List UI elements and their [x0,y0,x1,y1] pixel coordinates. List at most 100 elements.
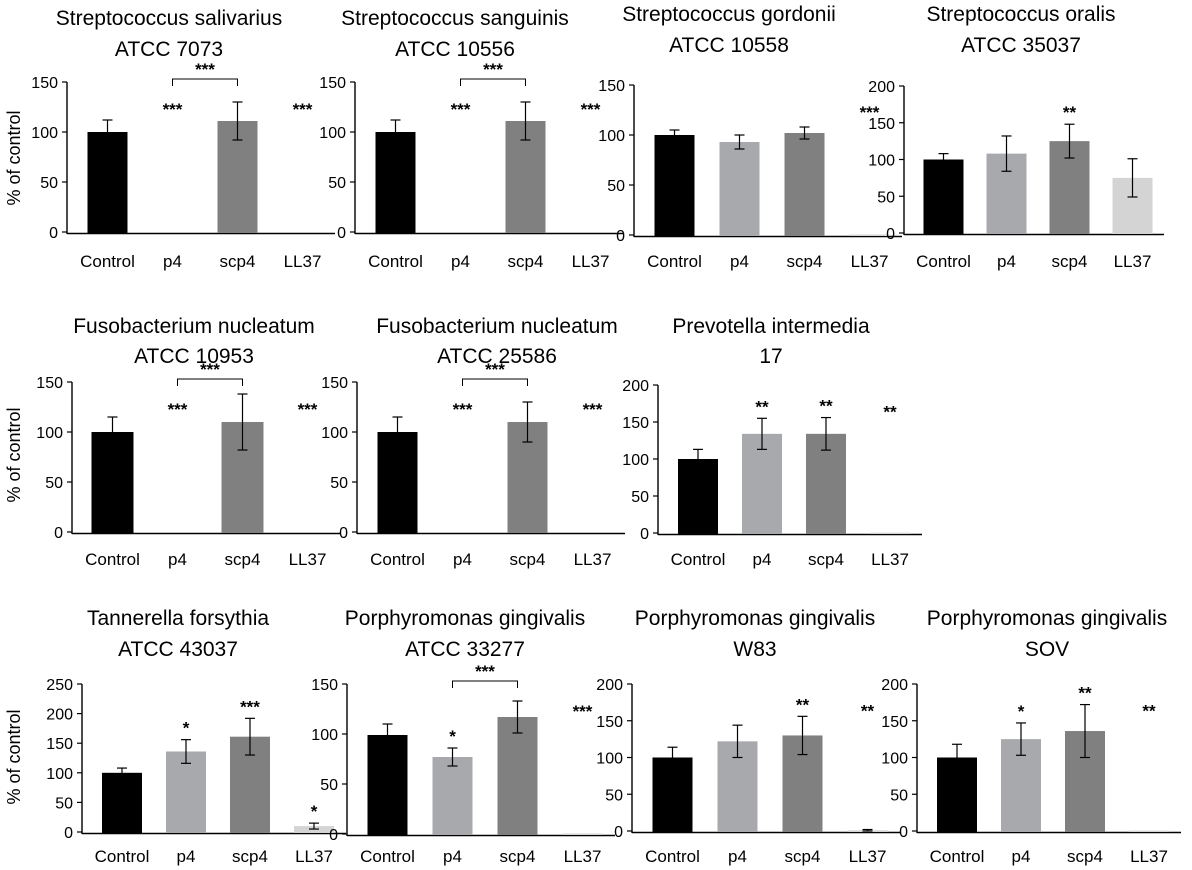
x-tick-label: scp4 [785,847,821,866]
bar-p4 [166,751,206,833]
chart-panel: Porphyromonas gingivalis ATCC 33277 0 50 100… [311,607,615,866]
y-tick-label: 0 [899,824,908,841]
y-tick-label: 200 [881,677,908,694]
significance-label: ** [819,397,833,416]
y-tick-label: 250 [46,677,73,694]
significance-label: * [311,802,318,821]
y-tick-label: 150 [311,677,338,694]
y-tick-label: 0 [329,827,338,844]
y-tick-label: 150 [319,75,346,92]
x-tick-label: LL37 [289,550,327,569]
x-tick-label: LL37 [284,252,322,271]
significance-bracket [460,78,526,86]
bar-control [102,772,142,833]
x-tick-label: Control [671,550,726,569]
significance-label: *** [293,100,313,119]
significance-label: *** [860,103,880,122]
significance-label: ** [796,695,810,714]
y-tick-label: 50 [45,475,63,492]
bar-control [87,132,128,233]
bar-ll37 [562,833,603,835]
y-tick-label: 0 [337,225,346,242]
x-tick-label: p4 [177,847,196,866]
y-tick-label: 200 [622,378,649,395]
bar-p4 [742,433,782,534]
significance-label: *** [583,400,603,419]
y-tick-label: 50 [330,475,348,492]
y-tick-label: 150 [36,375,63,392]
y-tick-label: 100 [46,766,73,783]
x-tick-label: scp4 [787,252,823,271]
x-tick-label: p4 [730,252,749,271]
chart-panel: Streptococcus salivarius ATCC 7073 0 50 100 1… [31,7,335,271]
x-tick-label: p4 [163,252,182,271]
x-tick-label: LL37 [1130,847,1168,866]
bar-control [367,735,408,835]
y-tick-label: 0 [339,525,348,542]
significance-label: * [449,727,456,746]
chart-title: Streptococcus oralis [926,3,1115,26]
significance-label: ** [1142,701,1156,720]
bracket-label: *** [200,360,220,379]
x-tick-label: LL37 [851,252,889,271]
chart-title: Streptococcus sanguinis [341,7,569,30]
chart-panel: Prevotella intermedia 17 0 50 100 150 200 Contr… [622,315,922,569]
x-tick-label: scp4 [232,847,268,866]
chart-panel: Fusobacterium nucleatum ATCC 10953 0 50 100 1… [36,315,340,569]
significance-label: *** [240,697,260,716]
x-tick-label: Control [647,252,702,271]
y-tick-label: 100 [868,153,895,170]
y-tick-label: 0 [640,526,649,543]
y-tick-label: 50 [55,795,73,812]
bracket-label: *** [195,60,215,79]
bar-p4 [719,142,760,236]
y-tick-label: 100 [311,727,338,744]
chart-subtitle: 17 [759,345,782,368]
y-tick-label: 100 [598,128,625,145]
bar-ll37 [870,532,910,534]
y-tick-label: 200 [868,79,895,96]
significance-label: ** [861,701,875,720]
x-tick-label: p4 [453,550,472,569]
x-tick-label: Control [930,847,985,866]
significance-label: *** [453,400,473,419]
chart-subtitle: ATCC 10558 [669,34,789,57]
chart-panel: Streptococcus gordonii ATCC 10558 0 50 100 15… [598,3,902,271]
x-tick-label: LL37 [572,252,610,271]
y-tick-label: 150 [46,736,73,753]
significance-label: ** [1078,684,1092,703]
chart-subtitle: ATCC 33277 [405,638,525,661]
significance-label: ** [755,397,769,416]
y-tick-label: 50 [320,777,338,794]
chart-subtitle: SOV [1025,638,1069,661]
y-tick-label: 150 [596,714,623,731]
y-tick-label: 0 [614,824,623,841]
bar-ll37 [1129,830,1169,832]
y-tick-label: 100 [622,452,649,469]
x-tick-label: Control [85,550,140,569]
x-tick-label: scp4 [500,847,536,866]
x-tick-label: p4 [168,550,187,569]
y-tick-label: 100 [596,751,623,768]
x-tick-label: Control [368,252,423,271]
x-tick-label: Control [360,847,415,866]
x-tick-label: p4 [1012,847,1031,866]
y-tick-label: 50 [40,175,58,192]
x-tick-label: p4 [451,252,470,271]
chart-panel: Streptococcus sanguinis ATCC 10556 0 50 100 1… [319,7,623,271]
y-tick-label: 200 [596,677,623,694]
y-tick-label: 150 [881,714,908,731]
x-tick-label: p4 [728,847,747,866]
bar-control [923,159,964,234]
bracket-label: *** [485,360,505,379]
y-tick-label: 150 [31,75,58,92]
significance-label: *** [163,100,183,119]
chart-panel: Tannerella forsythia ATCC 43037 0 50 100 150 2… [46,607,346,866]
y-tick-label: 200 [46,707,73,724]
chart-title: Tannerella forsythia [87,607,269,630]
chart-title: Fusobacterium nucleatum [376,315,618,338]
chart-panel: Porphyromonas gingivalis SOV 0 50 100 150 200 C… [881,607,1181,866]
chart-subtitle: W83 [733,638,776,661]
chart-subtitle: ATCC 43037 [118,638,238,661]
